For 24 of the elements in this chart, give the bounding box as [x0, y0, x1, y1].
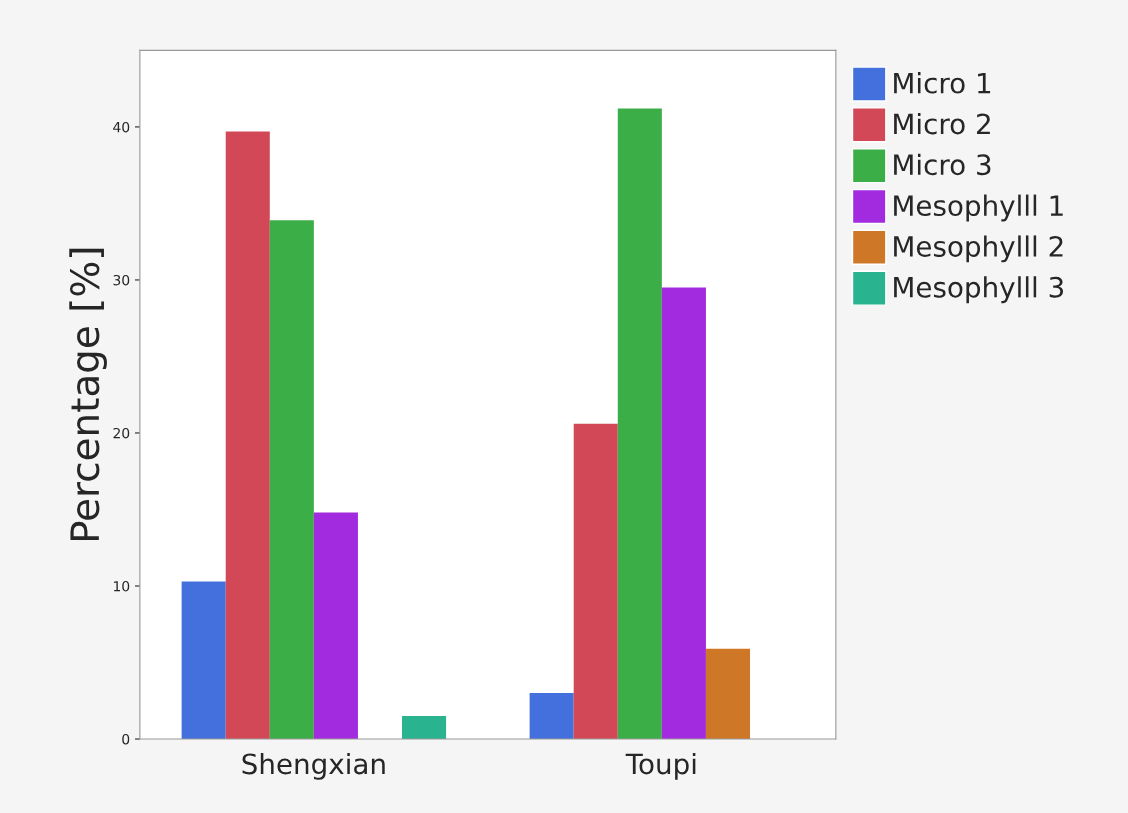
- legend-label: Micro 2: [894, 112, 990, 135]
- bar: [661, 287, 706, 740]
- x-tick-label: Shengxian: [242, 752, 385, 780]
- bar: [269, 220, 314, 740]
- legend-label: Micro 3: [894, 153, 991, 176]
- bar: [402, 716, 447, 740]
- bar: [529, 693, 574, 740]
- bar: [181, 581, 226, 740]
- bar: [617, 108, 662, 740]
- y-tick-label: 10: [114, 580, 130, 592]
- legend-label: Mesophylll 1: [894, 194, 1063, 222]
- legend-label: Micro 1: [894, 72, 991, 94]
- legend-label: Mesophylll 3: [894, 276, 1064, 304]
- y-tick-label: 40: [113, 121, 130, 133]
- y-tick-label: 30: [113, 274, 130, 286]
- x-tick-label: Toupi: [625, 752, 696, 780]
- y-tick-label: 0: [122, 733, 130, 745]
- legend-label: Mesophylll 2: [894, 235, 1063, 263]
- bar: [225, 131, 270, 740]
- bar: [705, 648, 751, 740]
- y-axis-title: Percentage [%]: [69, 248, 107, 541]
- bar: [313, 512, 358, 740]
- bar: [573, 423, 618, 740]
- y-tick-label: 20: [113, 427, 130, 439]
